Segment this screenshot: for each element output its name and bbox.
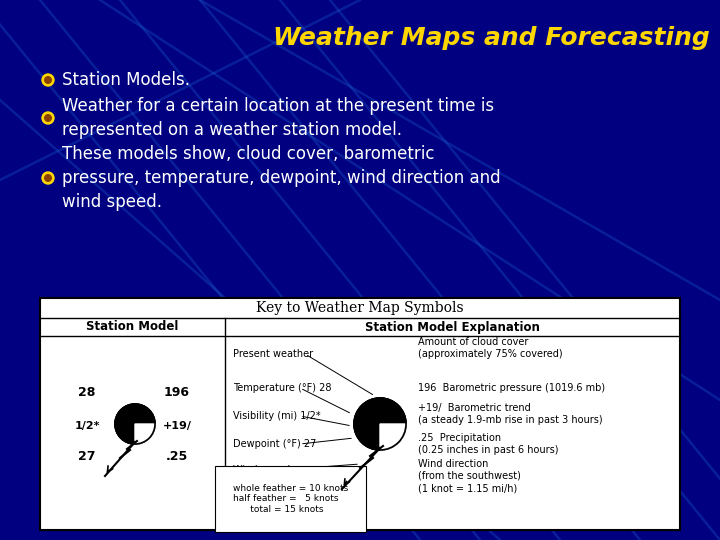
- Circle shape: [354, 398, 406, 450]
- Circle shape: [45, 77, 51, 83]
- Text: Key to Weather Map Symbols: Key to Weather Map Symbols: [256, 301, 464, 315]
- Text: Visibility (mi) 1/2*: Visibility (mi) 1/2*: [233, 411, 320, 421]
- Text: Temperature (°F) 28: Temperature (°F) 28: [233, 383, 331, 393]
- Text: These models show, cloud cover, barometric
pressure, temperature, dewpoint, wind: These models show, cloud cover, barometr…: [62, 145, 500, 211]
- Circle shape: [42, 112, 54, 124]
- Text: +19/: +19/: [163, 421, 192, 431]
- Wedge shape: [380, 424, 406, 450]
- Bar: [40, 298, 680, 530]
- Text: Wind speed: Wind speed: [233, 465, 290, 475]
- Circle shape: [42, 172, 54, 184]
- Text: +19/  Barometric trend
(a steady 1.9-mb rise in past 3 hours): +19/ Barometric trend (a steady 1.9-mb r…: [418, 403, 603, 425]
- Circle shape: [45, 175, 51, 181]
- Text: Station Model Explanation: Station Model Explanation: [365, 321, 540, 334]
- Text: Present weather: Present weather: [233, 349, 313, 359]
- Wedge shape: [354, 398, 406, 450]
- Text: Wind direction
(from the southwest)
(1 knot = 1.15 mi/h): Wind direction (from the southwest) (1 k…: [418, 458, 521, 494]
- Circle shape: [42, 74, 54, 86]
- Wedge shape: [115, 404, 155, 444]
- Text: 196  Barometric pressure (1019.6 mb): 196 Barometric pressure (1019.6 mb): [418, 383, 605, 393]
- Text: .25: .25: [166, 449, 188, 462]
- Text: Weather Maps and Forecasting: Weather Maps and Forecasting: [274, 26, 710, 50]
- Text: 1/2*: 1/2*: [74, 421, 100, 431]
- Text: Station Models.: Station Models.: [62, 71, 190, 89]
- Circle shape: [115, 404, 155, 444]
- Text: 27: 27: [78, 449, 96, 462]
- Text: Dewpoint (°F) 27: Dewpoint (°F) 27: [233, 439, 316, 449]
- Text: Weather for a certain location at the present time is
represented on a weather s: Weather for a certain location at the pr…: [62, 97, 494, 139]
- Wedge shape: [135, 424, 155, 444]
- Text: .25  Precipitation
(0.25 inches in past 6 hours): .25 Precipitation (0.25 inches in past 6…: [418, 433, 559, 455]
- Text: 28: 28: [78, 386, 96, 399]
- Text: Amount of cloud cover
(approximately 75% covered): Amount of cloud cover (approximately 75%…: [418, 337, 562, 359]
- Text: 196: 196: [164, 386, 190, 399]
- Text: Station Model: Station Model: [86, 321, 179, 334]
- Text: whole feather = 10 knots
half feather =   5 knots
      total = 15 knots: whole feather = 10 knots half feather = …: [233, 484, 348, 514]
- Circle shape: [45, 114, 51, 122]
